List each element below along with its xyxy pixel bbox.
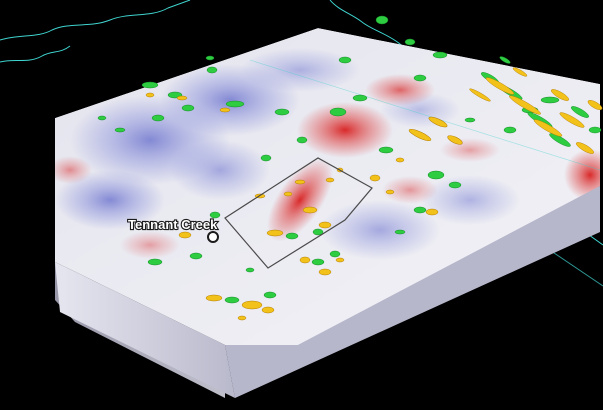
- block-front-face-main: [55, 262, 235, 398]
- block-top-face: [55, 28, 600, 345]
- location-marker-group: Tennant Creek: [127, 216, 219, 243]
- isosurface-yellow: [145, 92, 463, 321]
- coastline-left: [0, 0, 191, 41]
- circle-marker: [207, 231, 219, 243]
- isosurface-cluster-east: [469, 56, 603, 154]
- negative-anomaly-field: [55, 48, 520, 260]
- location-label: Tennant Creek: [128, 217, 218, 232]
- block-right-face: [225, 186, 600, 398]
- block-right-face-shade: [225, 186, 600, 398]
- isosurface-green: [97, 15, 560, 304]
- coastline-left-lower: [0, 45, 71, 63]
- top-gridline: [249, 59, 600, 171]
- positive-anomaly-field: [55, 74, 600, 259]
- area-outline: [224, 157, 373, 269]
